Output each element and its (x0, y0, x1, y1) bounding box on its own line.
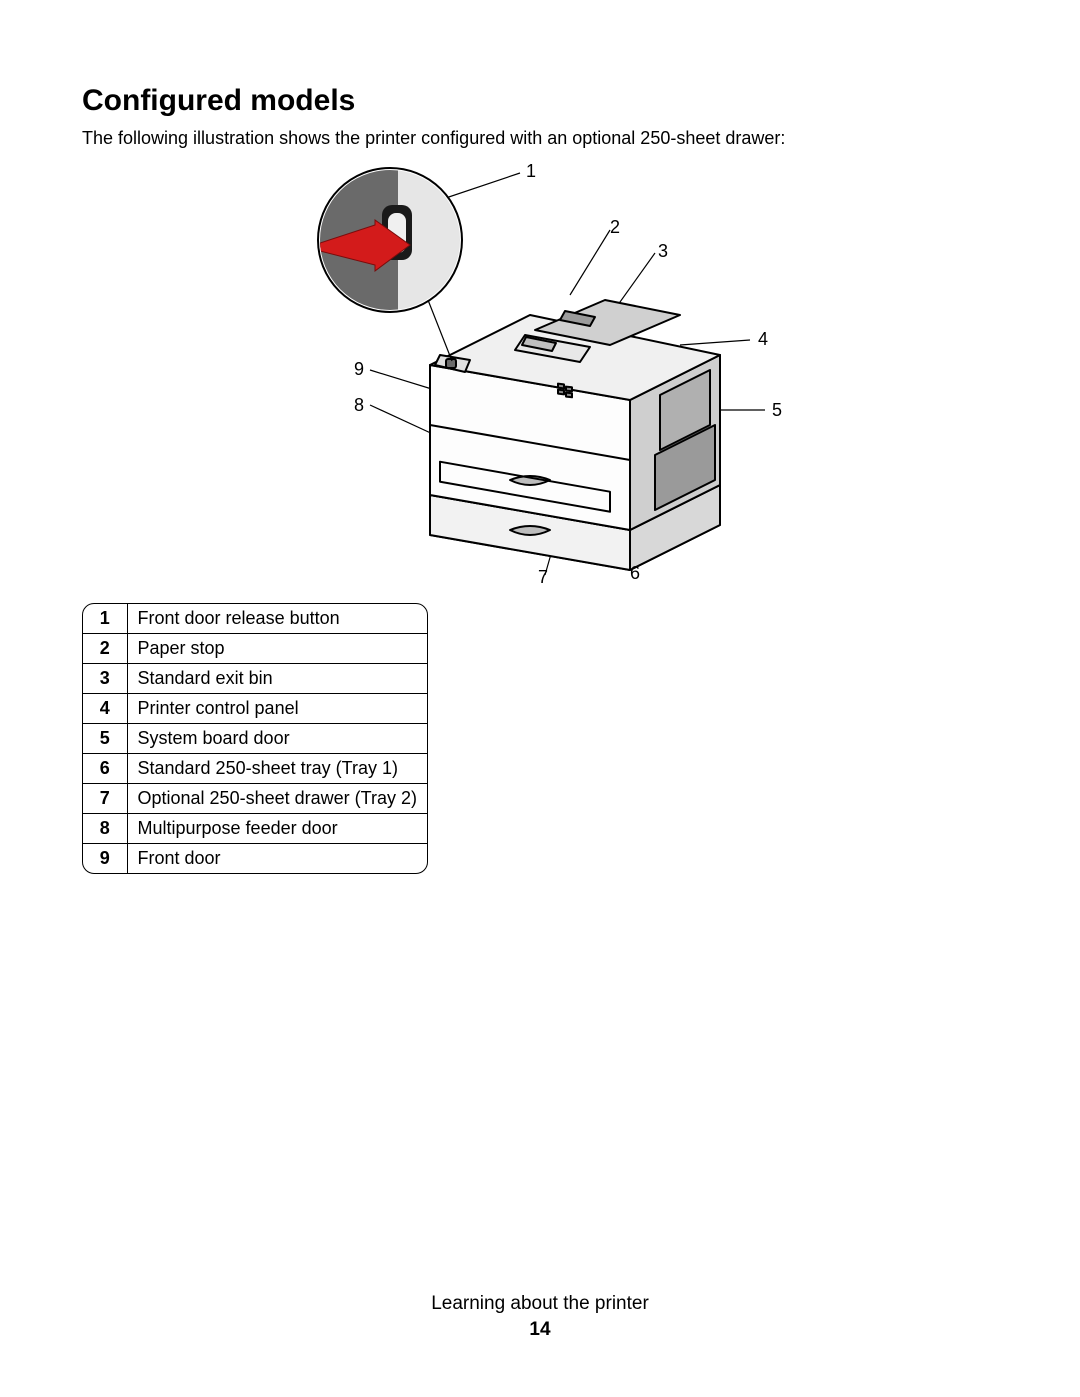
table-row: 5System board door (83, 724, 427, 754)
table-row: 1Front door release button (83, 604, 427, 634)
parts-table: 1Front door release button2Paper stop3St… (83, 604, 427, 873)
diagram-container: 1 2 3 4 5 6 7 8 9 (82, 165, 998, 585)
footer-page-number: 14 (0, 1319, 1080, 1341)
part-label: Standard 250-sheet tray (Tray 1) (127, 754, 427, 784)
part-label: Multipurpose feeder door (127, 814, 427, 844)
callout-6: 6 (630, 563, 640, 584)
callout-3: 3 (658, 241, 668, 262)
part-label: Printer control panel (127, 694, 427, 724)
parts-table-wrap: 1Front door release button2Paper stop3St… (82, 603, 428, 874)
part-number: 4 (83, 694, 127, 724)
part-number: 9 (83, 844, 127, 874)
callout-5: 5 (772, 400, 782, 421)
part-number: 5 (83, 724, 127, 754)
printer-svg (260, 165, 820, 585)
part-number: 3 (83, 664, 127, 694)
part-number: 2 (83, 634, 127, 664)
table-row: 8Multipurpose feeder door (83, 814, 427, 844)
page-footer: Learning about the printer 14 (0, 1293, 1080, 1341)
part-label: Front door (127, 844, 427, 874)
intro-text: The following illustration shows the pri… (82, 128, 998, 149)
table-row: 2Paper stop (83, 634, 427, 664)
callout-4: 4 (758, 329, 768, 350)
part-label: System board door (127, 724, 427, 754)
callout-2: 2 (610, 217, 620, 238)
table-row: 6Standard 250-sheet tray (Tray 1) (83, 754, 427, 784)
section-heading: Configured models (82, 84, 998, 118)
callout-1: 1 (526, 161, 536, 182)
callout-9: 9 (354, 359, 364, 380)
callout-7: 7 (538, 567, 548, 588)
part-number: 7 (83, 784, 127, 814)
table-row: 9Front door (83, 844, 427, 874)
part-label: Paper stop (127, 634, 427, 664)
callout-8: 8 (354, 395, 364, 416)
table-row: 7Optional 250-sheet drawer (Tray 2) (83, 784, 427, 814)
part-number: 6 (83, 754, 127, 784)
footer-section-title: Learning about the printer (0, 1293, 1080, 1315)
table-row: 3Standard exit bin (83, 664, 427, 694)
part-label: Standard exit bin (127, 664, 427, 694)
table-row: 4Printer control panel (83, 694, 427, 724)
part-number: 1 (83, 604, 127, 634)
part-number: 8 (83, 814, 127, 844)
part-label: Front door release button (127, 604, 427, 634)
printer-diagram: 1 2 3 4 5 6 7 8 9 (260, 165, 820, 585)
part-label: Optional 250-sheet drawer (Tray 2) (127, 784, 427, 814)
